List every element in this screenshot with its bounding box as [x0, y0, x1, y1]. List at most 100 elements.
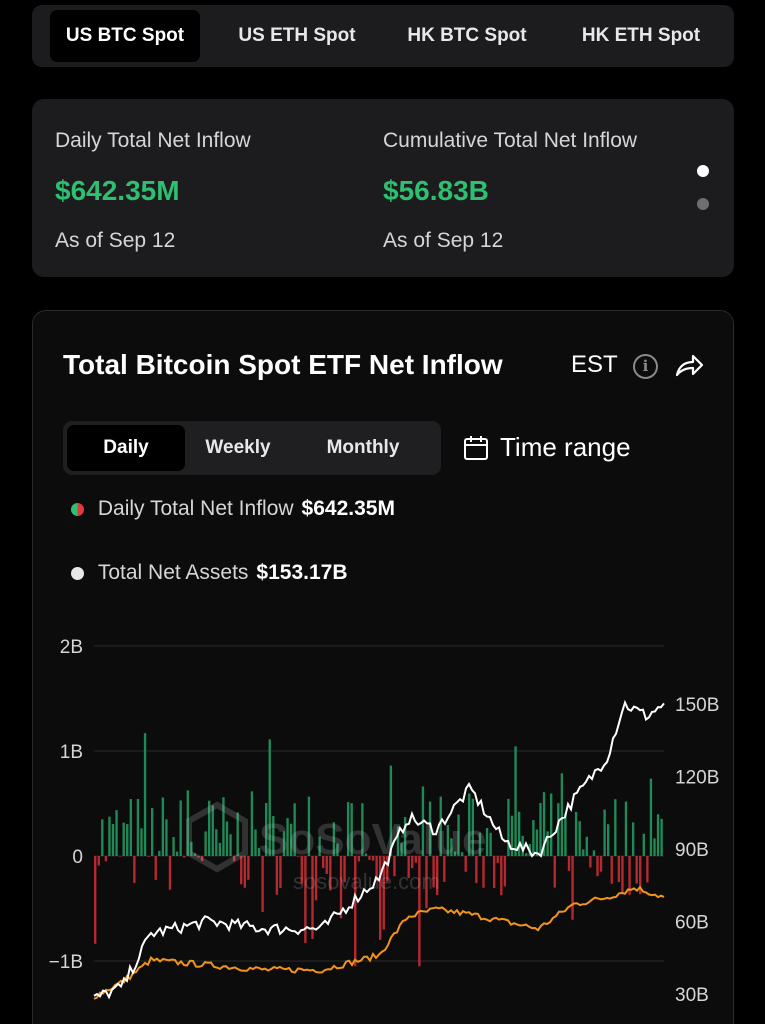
inflow-bar: [617, 856, 621, 883]
inflow-bar: [514, 746, 517, 856]
inflow-bar: [521, 835, 524, 856]
tab-hk-btc-spot[interactable]: HK BTC Spot: [407, 25, 527, 46]
inflow-bar: [115, 810, 118, 856]
inflow-bar: [136, 798, 140, 856]
chart-card: Total Bitcoin Spot ETF Net Inflow EST i …: [32, 310, 734, 1024]
inflow-bar: [436, 856, 439, 895]
inflow-bar: [322, 856, 325, 868]
right-axis-tick: 60B: [675, 913, 709, 934]
right-axis-tick: 90B: [675, 840, 709, 861]
inflow-bar: [154, 856, 157, 880]
inflow-bar: [585, 836, 588, 856]
inflow-bar: [343, 856, 346, 883]
inflow-bar: [478, 832, 482, 856]
inflow-bar: [172, 837, 175, 856]
period-weekly-button[interactable]: Weekly: [205, 437, 271, 458]
inflow-bar: [450, 838, 453, 856]
inflow-bar: [503, 856, 507, 887]
legend-total-assets: Total Net Assets $153.17B: [71, 561, 348, 585]
tab-us-btc-spot[interactable]: US BTC Spot: [50, 10, 200, 62]
inflow-bars: [94, 733, 663, 967]
inflow-bar: [639, 856, 642, 895]
inflow-bar: [339, 856, 343, 919]
watermark-url: sosovalue.com: [293, 869, 440, 894]
legend-daily-inflow: Daily Total Net Inflow $642.35M: [71, 497, 395, 521]
inflow-bar: [279, 856, 282, 888]
inflow-bar: [599, 856, 603, 872]
inflow-bar: [318, 836, 321, 856]
inflow-bar: [147, 856, 150, 857]
inflow-bar: [482, 856, 485, 888]
inflow-bar: [635, 856, 638, 884]
watermark-logo-icon: [186, 801, 248, 873]
cumulative-inflow-label: Cumulative Total Net Inflow: [383, 129, 638, 152]
inflow-bar: [300, 856, 303, 884]
inflow-bar: [382, 856, 385, 930]
inflow-bar: [94, 856, 97, 944]
inflow-bar: [297, 856, 300, 857]
inflow-bar: [307, 796, 311, 856]
period-daily-button[interactable]: Daily: [67, 425, 185, 471]
inflow-bar: [111, 824, 115, 856]
tab-hk-eth-spot[interactable]: HK ETH Spot: [581, 25, 701, 46]
calendar-icon[interactable]: [463, 435, 489, 461]
inflow-bar: [118, 856, 122, 857]
inflow-bar: [582, 849, 585, 856]
carousel-dot-active[interactable]: [697, 165, 709, 177]
inflow-bar: [653, 838, 656, 856]
carousel-dot-inactive[interactable]: [697, 198, 709, 210]
inflow-bar: [471, 798, 474, 856]
total-net-assets-line: [93, 699, 665, 1000]
daily-inflow-summary: Daily Total Net Inflow $642.35M As of Se…: [55, 129, 251, 253]
info-icon[interactable]: i: [633, 354, 658, 379]
inflow-bar: [649, 778, 653, 856]
inflow-bar: [553, 856, 556, 888]
inflow-bar: [204, 831, 207, 856]
tab-us-eth-spot[interactable]: US ETH Spot: [238, 25, 356, 46]
right-axis-tick: 150B: [675, 695, 719, 716]
inflow-bar: [197, 856, 200, 858]
inflow-bar: [607, 824, 610, 856]
cumulative-inflow-summary: Cumulative Total Net Inflow $56.83B As o…: [383, 129, 637, 253]
inflow-bar: [407, 856, 410, 879]
inflow-bar: [578, 821, 581, 856]
legend-inflow-value: $642.35M: [301, 497, 395, 520]
inflow-bar: [646, 856, 649, 883]
legend-assets-value: $153.17B: [256, 561, 348, 584]
net-inflow-chart[interactable]: 2B 1B 0 −1B 150B 120B 90B 60B 30B SoSoValue sos…: [1, 311, 765, 1024]
inflow-bar: [151, 807, 154, 856]
inflow-bar: [229, 834, 232, 856]
inflow-bar: [275, 856, 279, 895]
inflow-bar: [314, 856, 318, 901]
summary-card: Daily Total Net Inflow $642.35M As of Se…: [32, 99, 734, 277]
inflow-bar: [272, 815, 275, 856]
inflow-bar: [460, 852, 464, 856]
inflow-bar: [610, 856, 613, 884]
legend-inflow-swatch: [71, 503, 84, 516]
period-selector: Daily Weekly Monthly: [63, 421, 441, 475]
inflow-bar: [379, 856, 382, 940]
inflow-bar: [222, 797, 225, 856]
inflow-bar: [218, 842, 222, 856]
inflow-bar: [97, 856, 100, 866]
inflow-bar: [493, 856, 496, 889]
time-range-button[interactable]: Time range: [500, 432, 631, 462]
inflow-bar: [464, 856, 467, 872]
inflow-bar: [453, 851, 457, 856]
inflow-bar: [574, 811, 578, 856]
period-monthly-button[interactable]: Monthly: [326, 437, 400, 458]
share-icon[interactable]: [673, 351, 705, 381]
inflow-bar: [293, 803, 296, 856]
inflow-bar: [624, 801, 628, 856]
inflow-bar: [236, 812, 239, 856]
legend-assets-swatch: [71, 567, 84, 580]
inflow-bar: [108, 816, 111, 856]
inflow-bar: [443, 856, 446, 882]
watermark-brand: SoSoValue: [259, 815, 486, 864]
inflow-bar: [621, 856, 624, 894]
timezone-label[interactable]: EST: [571, 351, 618, 378]
inflow-bar: [560, 773, 564, 856]
inflow-bar: [439, 796, 442, 856]
inflow-bar: [361, 803, 364, 856]
inflow-bar: [261, 856, 264, 912]
